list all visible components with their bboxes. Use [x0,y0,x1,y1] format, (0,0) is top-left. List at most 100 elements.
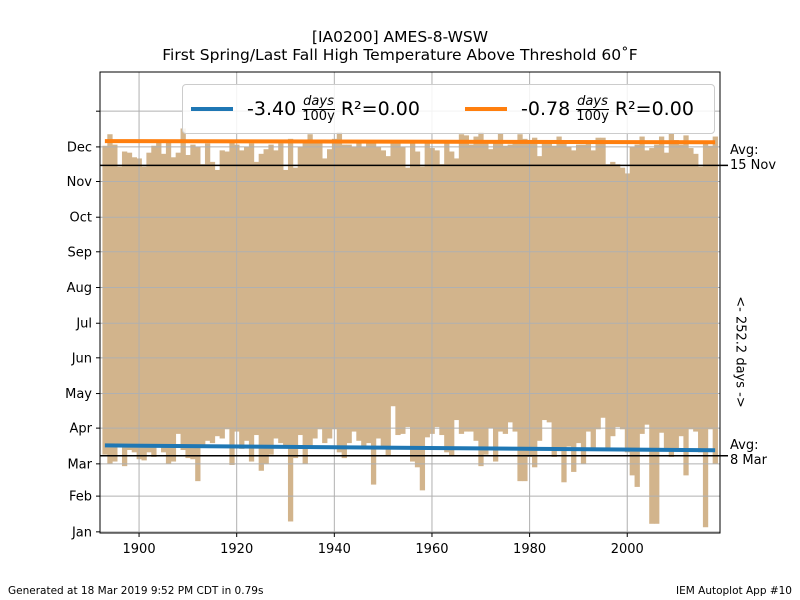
legend-fall-unit: days 100y [576,93,609,124]
bar-1947 [366,143,372,444]
bar-1930 [283,169,289,448]
bar-1989 [571,150,577,472]
bar-2016 [702,142,709,528]
x-tick-label: 1940 [318,542,351,557]
plot-frame [99,71,721,534]
bar-1935 [307,134,313,447]
bar-1897 [121,151,128,467]
bar-1987 [561,143,567,483]
bar-1955 [405,167,411,427]
legend-entry-fall: -0.78 days 100y R²=0.00 [465,85,694,133]
y-tick-label: May [65,387,92,402]
bar-1921 [239,150,245,449]
bar-1916 [214,169,221,437]
bar-2010 [673,139,679,449]
bar-1996 [605,164,611,448]
bar-1951 [385,156,391,456]
bar-1992 [585,142,592,432]
bar-1945 [356,142,362,441]
bar-1933 [297,146,303,436]
chart-title-line-2: First Spring/Last Fall High Temperature … [162,46,638,64]
y-tick-label: Jan [71,525,92,540]
bar-1988 [566,146,572,447]
y-tick-label: Jul [75,317,92,332]
bar-1926 [263,149,269,464]
avg-spring-label: Avg: [730,438,759,453]
y-axis: Jan Feb Mar Apr May Jun Jul Aug Sep Oct Nov Dec [65,110,100,540]
bar-1932 [292,167,299,459]
bar-2012 [683,135,689,476]
x-tick-label: 2000 [611,542,644,557]
bar-1948 [370,143,377,485]
bar-1994 [595,137,601,430]
bar-1893 [102,145,108,455]
bar-1959 [424,139,430,438]
bar-1990 [575,144,582,444]
x-axis: 1900 1920 1940 1960 1980 2000 [123,533,644,557]
bar-1995 [600,137,606,418]
footer-app: IEM Autoplot App #10 [676,585,792,597]
bar-1946 [361,146,367,448]
y-tick-label: Apr [70,422,93,437]
season-length-label: <- 252.2 days -> [732,296,748,408]
bar-1993 [590,150,596,448]
legend-fall-slope: -0.78 [521,98,571,120]
bar-1956 [410,142,416,462]
bar-1938 [322,158,328,444]
bar-2009 [668,133,675,457]
bar-1976 [507,144,513,423]
bar-2005 [649,148,655,524]
bar-1953 [395,143,401,436]
y-tick-label: Oct [70,211,92,226]
bar-2015 [698,166,704,453]
spring-trend-line [104,443,716,453]
bar-1902 [146,152,152,453]
bar-2013 [688,148,694,430]
bar-1974 [497,133,504,432]
legend-spring-unit-den: 100y [302,108,335,124]
x-tick-label: 1900 [123,542,156,557]
bar-1964 [449,151,455,456]
bar-1899 [131,157,138,453]
bar-1991 [580,144,587,464]
bar-1908 [175,152,181,434]
bar-1924 [253,161,260,436]
bar-1950 [380,150,386,449]
bar-1911 [190,144,196,460]
legend-fall-r2: R²=0.00 [614,98,694,120]
legend-fall-unit-den: 100y [576,108,609,124]
avg-fall-value: 15 Nov [730,158,777,173]
x-tick-label: 1960 [415,542,448,557]
bar-1963 [444,143,450,453]
bar-1927 [268,144,274,455]
bar-1971 [483,143,489,455]
bar-1934 [302,141,308,464]
bar-1975 [502,145,509,434]
bar-1958 [419,166,426,491]
legend-spring-slope: -3.40 [247,98,297,120]
bar-1917 [219,150,225,439]
legend-swatch-fall [465,107,507,111]
bar-2014 [693,153,699,432]
bar-1973 [492,142,499,462]
legend-fall-unit-num: days [576,93,609,110]
bar-1949 [375,146,382,439]
legend-spring-unit: days 100y [302,94,335,124]
bar-1962 [439,164,445,436]
footer-generated: Generated at 18 Mar 2019 9:52 PM CDT in … [8,585,264,597]
bar-1983 [541,143,548,421]
y-tick-label: Mar [67,457,92,472]
bar-2002 [634,144,640,487]
y-tick-label: Feb [69,490,92,505]
bar-1901 [141,166,147,461]
bar-1961 [434,150,440,427]
legend-entry-spring: -3.40 days 100y R²=0.00 [191,85,420,133]
bar-2011 [678,144,684,437]
fall-trend-line [104,139,716,145]
chart-title-line-1: [IA0200] AMES-8-WSW [311,28,489,46]
bar-1904 [156,142,162,447]
bar-1984 [546,143,552,423]
y-tick-label: Nov [67,175,93,190]
bar-1922 [244,146,250,441]
bar-2008 [663,152,670,451]
